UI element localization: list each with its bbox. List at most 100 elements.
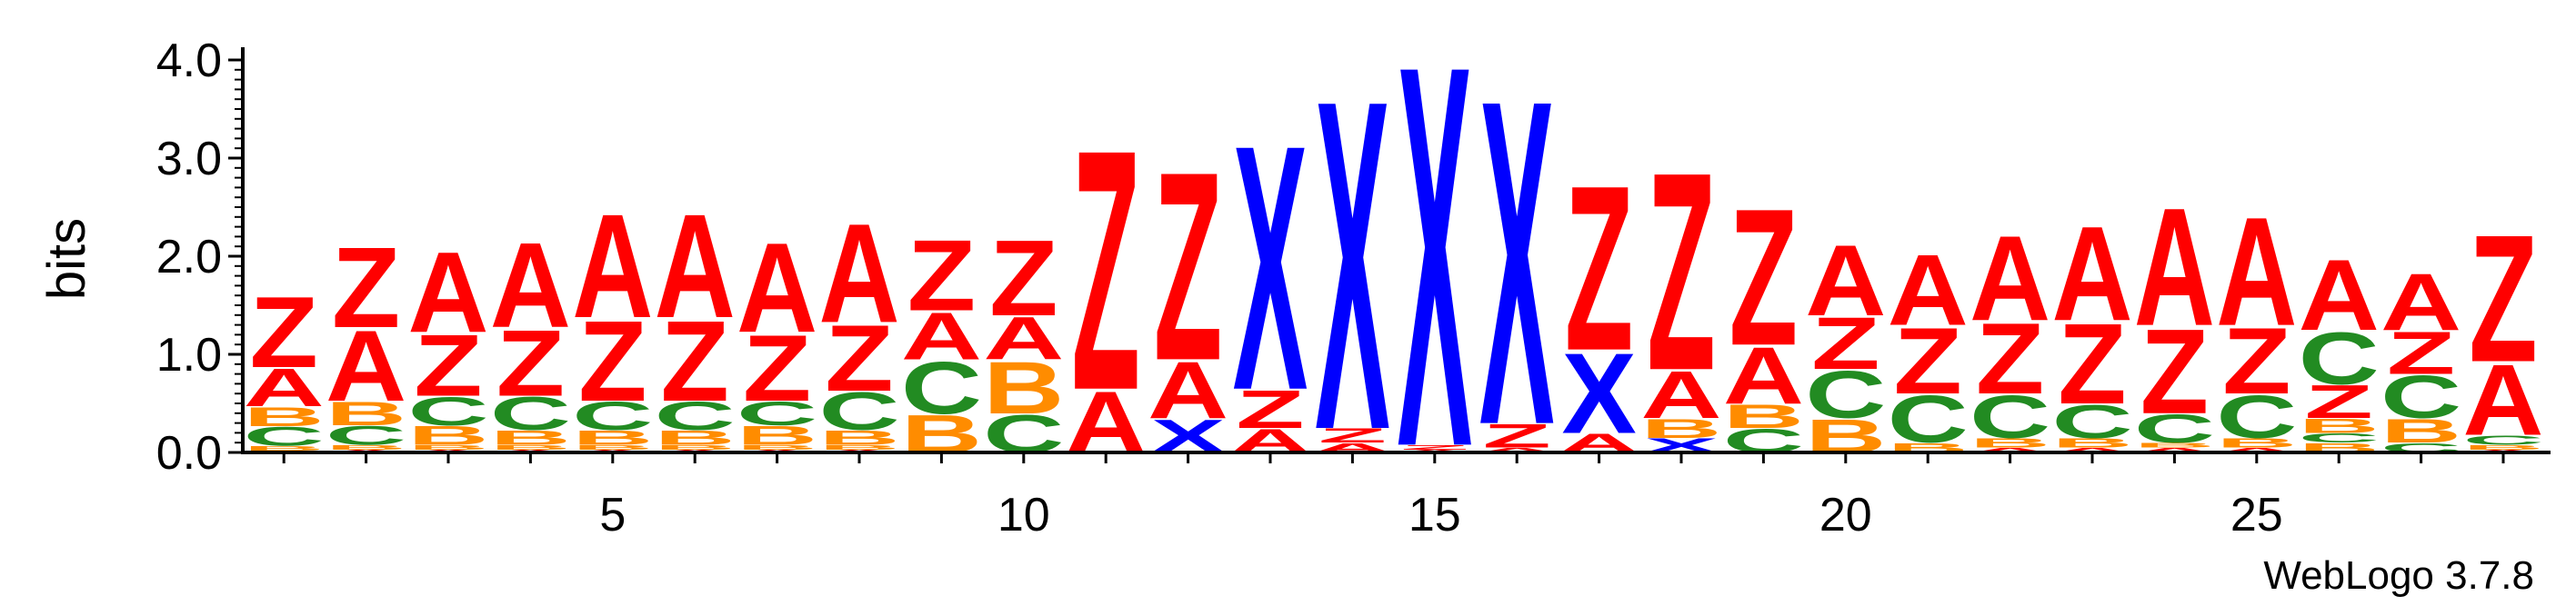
logo-glyph-c: C	[1805, 357, 1886, 432]
logo-glyph-b: B	[572, 443, 653, 451]
logo-glyph-c: C	[2299, 431, 2380, 446]
logo-glyph-a: A	[2216, 184, 2297, 358]
logo-glyph-b: B	[572, 426, 653, 449]
logo-glyph-a: A	[2216, 446, 2297, 453]
logo-glyph-a: A	[2051, 199, 2132, 349]
logo-glyph-z: Z	[1318, 424, 1387, 447]
logo-glyph-a: A	[983, 305, 1064, 373]
logo-glyph-b: B	[2134, 442, 2215, 449]
logo-glyph-c: C	[901, 347, 982, 430]
logo-glyph-a: A	[1970, 212, 2050, 346]
logo-glyph-b: B	[655, 443, 736, 451]
y-axis-ticks: 0.0 1.0 2.0 3.0 4.0	[156, 35, 243, 480]
logo-glyph-a: A	[1805, 224, 1886, 337]
logo-glyph-b: B	[407, 421, 488, 451]
logo-glyph-c: C	[2051, 395, 2132, 448]
logo-glyph-z: Z	[2469, 198, 2537, 401]
y-tick-label: 1.0	[156, 329, 222, 382]
logo-glyph-a: A	[2051, 446, 2132, 453]
logo-glyph-z: Z	[743, 316, 811, 422]
y-tick-label: 0.0	[156, 427, 222, 480]
logo-glyph-b: B	[1723, 398, 1804, 435]
logo-glyph-b: B	[2381, 412, 2461, 450]
logo-glyph-c: C	[655, 393, 736, 439]
logo-glyph-a: A	[1640, 357, 1721, 432]
logo-glyph-z: Z	[414, 317, 482, 414]
x-tick-label: 20	[1819, 489, 1872, 541]
logo-glyph-a: A	[2299, 239, 2380, 352]
logo-glyph-x: X	[1479, 2, 1555, 522]
logo-glyph-a: A	[244, 357, 325, 418]
logo-glyph-b: B	[2216, 435, 2297, 451]
logo-glyph-a: A	[1970, 446, 2050, 453]
logo-glyph-a: A	[655, 183, 736, 349]
logo-glyph-a: A	[2381, 257, 2461, 347]
logo-glyph-c: C	[490, 388, 571, 441]
logo-glyph-c: C	[572, 393, 653, 439]
logo-glyph-z: Z	[1811, 303, 1879, 385]
logo-glyph-c: C	[2381, 363, 2461, 432]
logo-glyph-b: B	[326, 443, 406, 451]
logo-glyph-a: A	[1723, 331, 1804, 421]
logo-glyph-c: C	[2134, 406, 2215, 452]
x-tick-label: 10	[997, 489, 1050, 541]
logo-glyph-x: X	[1398, 0, 1473, 561]
logo-glyph-z: Z	[2387, 320, 2455, 388]
logo-glyph-z: Z	[989, 217, 1057, 338]
logo-glyph-b: B	[326, 395, 406, 432]
logo-glyph-z: Z	[2140, 304, 2209, 439]
logo-glyph-z: Z	[2222, 309, 2290, 414]
logo-glyph-b: B	[1970, 435, 2050, 451]
logo-glyph-b: B	[2051, 435, 2132, 451]
logo-glyph-z: Z	[1483, 418, 1551, 455]
x-axis-ticks: 5 10 15 20 25	[282, 452, 2505, 541]
logo-glyph-z: Z	[1647, 114, 1715, 430]
logo-glyph-b: B	[818, 443, 899, 451]
logo-glyph-a: A	[737, 217, 817, 360]
logo-glyph-z: Z	[1154, 117, 1222, 417]
logo-glyph-x: X	[1561, 330, 1636, 457]
logo-glyph-b: B	[490, 443, 571, 451]
logo-glyph-z: Z	[1072, 78, 1140, 462]
x-tick-label: 15	[1408, 489, 1461, 541]
logo-glyph-a: A	[2134, 446, 2215, 453]
y-tick-label: 3.0	[156, 133, 222, 185]
logo-glyph-z: Z	[661, 298, 729, 425]
logo-glyph-c: C	[2216, 383, 2297, 452]
logo-glyph-b: B	[737, 421, 817, 451]
logo-glyph-b: B	[1640, 413, 1721, 443]
logo-glyph-c: C	[737, 395, 817, 432]
logo-glyph-c: C	[244, 422, 325, 452]
logo-glyph-a: A	[2462, 343, 2543, 456]
logo-glyph-b: B	[2462, 443, 2543, 451]
logo-glyph-a: A	[490, 218, 571, 353]
logo-glyph-z: Z	[2058, 301, 2126, 428]
logo-glyph-z: Z	[825, 306, 893, 412]
logo-glyph-a: A	[407, 229, 488, 356]
logo-glyph-z: Z	[578, 298, 647, 425]
logo-glyph-b: B	[407, 443, 488, 451]
logo-glyph-c: C	[326, 421, 406, 451]
x-tick-label: 5	[599, 489, 626, 541]
logo-glyph-b: B	[490, 426, 571, 449]
logo-glyph-z: Z	[2305, 376, 2373, 429]
logo-glyph-b: B	[244, 402, 325, 432]
logo-glyph-a: A	[1888, 233, 1969, 346]
logo-glyph-z: Z	[332, 224, 400, 352]
logo-glyph-z: Z	[1400, 443, 1468, 451]
logo-glyph-c: C	[2299, 317, 2380, 400]
logo-glyph-z: Z	[1976, 303, 2044, 415]
y-tick-label: 2.0	[156, 231, 222, 283]
logo-glyph-z: Z	[496, 312, 565, 417]
footer-version: WebLogo 3.7.8	[2263, 553, 2534, 598]
x-tick-label: 25	[2230, 489, 2283, 541]
logo-glyph-c: C	[818, 381, 899, 442]
logo-stacks: ABCBAZABCBAZABBCZAABBCZAABBCZAABBCZAABBC…	[244, 0, 2544, 561]
logo-glyph-c: C	[2462, 432, 2543, 448]
logo-glyph-a: A	[818, 194, 899, 353]
logo-glyph-b: B	[983, 347, 1064, 430]
logo-glyph-a: A	[572, 183, 653, 349]
logo-glyph-b: B	[818, 426, 899, 449]
logo-glyph-b: B	[2299, 414, 2380, 437]
